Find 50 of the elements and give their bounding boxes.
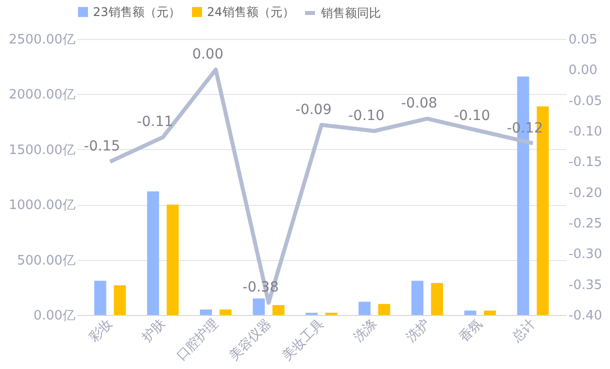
x-tick-label: 总计 [508, 316, 539, 346]
x-tick-label: 口腔护理 [174, 316, 222, 364]
y2-tick-label: -0.30 [568, 247, 602, 262]
data-label: -0.10 [454, 108, 490, 124]
legend-label: 24销售额（元） [207, 5, 294, 19]
y-tick-label: 2500.00亿 [8, 32, 76, 48]
bar [378, 304, 390, 315]
bar [431, 282, 444, 315]
y2-tick-label: -0.20 [568, 186, 602, 201]
bar [166, 204, 179, 315]
y2-tick-label: 0.00 [568, 63, 598, 78]
x-tick-label: 美容仪器 [226, 316, 274, 364]
y2-tick-label: -0.35 [568, 278, 602, 293]
bar [484, 310, 496, 315]
bar [358, 302, 371, 315]
x-tick-label: 彩妆 [86, 316, 116, 346]
y-tick-label: 500.00亿 [17, 253, 76, 268]
bar [252, 298, 265, 315]
legend-label: 销售额同比 [320, 6, 381, 20]
x-tick-label: 洗护 [404, 316, 433, 346]
x-tick-label: 护肤 [138, 316, 169, 346]
x-tick-label: 洗涤 [351, 316, 380, 346]
data-label: -0.08 [401, 96, 438, 112]
y-tick-label: 0.00亿 [34, 308, 76, 324]
legend-label: 23销售额（元） [93, 5, 180, 19]
x-tick-label: 美妆工具 [279, 316, 328, 364]
bar [94, 280, 106, 315]
bar [411, 280, 424, 315]
data-label: -0.11 [136, 114, 174, 130]
data-label: -0.09 [295, 102, 332, 118]
bar [200, 309, 212, 315]
y2-tick-label: -0.15 [568, 155, 602, 170]
y2-tick-label: 0.05 [568, 32, 598, 48]
y-tick-label: 1500.00亿 [8, 142, 76, 158]
y2-tick-label: -0.10 [568, 124, 602, 140]
bar [147, 191, 160, 315]
bar [114, 285, 126, 315]
data-label: -0.10 [348, 108, 384, 124]
bar [464, 310, 476, 315]
x-tick-label: 香氛 [456, 316, 486, 346]
y-tick-label: 2000.00亿 [8, 88, 76, 103]
data-label: -0.15 [84, 138, 120, 155]
y2-tick-label: -0.25 [568, 216, 602, 232]
data-label: 0.00 [192, 46, 224, 63]
bar [272, 305, 284, 315]
data-label: -0.12 [506, 120, 544, 136]
y-tick-label: 1000.00亿 [8, 198, 76, 214]
y2-tick-label: -0.40 [568, 308, 602, 324]
y2-tick-label: -0.05 [568, 94, 602, 109]
bar [220, 309, 232, 315]
